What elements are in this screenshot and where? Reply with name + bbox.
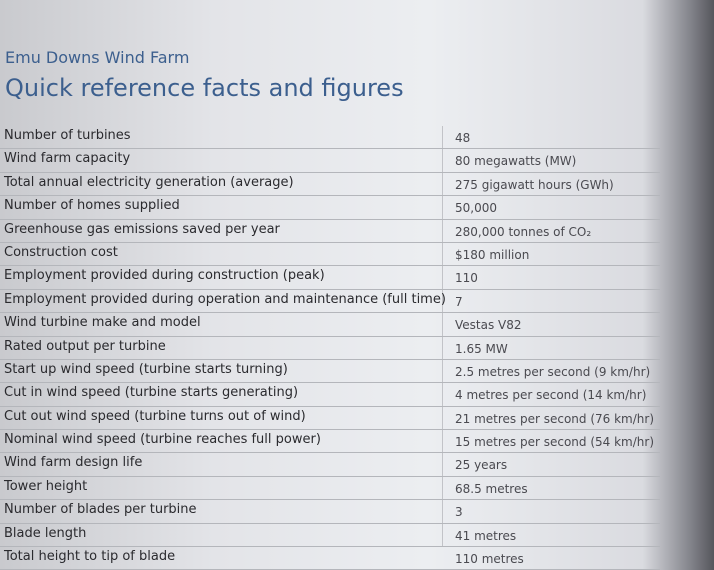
fact-value: 50,000: [455, 201, 497, 216]
table-row: Employment provided during operation and…: [0, 290, 660, 314]
table-row: Cut in wind speed (turbine starts genera…: [0, 383, 660, 407]
fact-label: Total height to tip of blade: [4, 549, 176, 565]
fact-label: Rated output per turbine: [4, 338, 166, 354]
table-row: Construction cost $180 million: [0, 243, 660, 267]
fact-label: Number of turbines: [4, 128, 131, 143]
title: Quick reference facts and figures: [5, 74, 404, 102]
fact-value: 21 metres per second (76 km/hr): [455, 411, 655, 426]
table-row: Wind farm capacity 80 megawatts (MW): [0, 149, 660, 173]
fact-label: Wind turbine make and model: [4, 315, 201, 331]
fact-value: 4 metres per second (14 km/hr): [455, 388, 647, 403]
table-row: Rated output per turbine 1.65 MW: [0, 337, 660, 360]
fact-label: Cut in wind speed (turbine starts genera…: [4, 385, 299, 401]
fact-label: Number of blades per turbine: [4, 502, 197, 518]
fact-value: 280,000 tonnes of CO₂: [455, 224, 592, 239]
fact-label: Start up wind speed (turbine starts turn…: [4, 361, 288, 377]
facts-table: Number of turbines 48 Wind farm capacity 80…: [0, 126, 660, 570]
fact-value: 110 metres: [455, 552, 524, 567]
fact-value: 275 gigawatt hours (GWh): [455, 177, 614, 192]
table-row: Number of homes supplied 50,000: [0, 196, 660, 220]
fact-value: $180 million: [455, 247, 530, 262]
table-row: Total height to tip of blade 110 metres: [0, 547, 660, 570]
fact-label: Employment provided during construction …: [4, 268, 325, 284]
fact-label: Greenhouse gas emissions saved per year: [4, 221, 280, 237]
fact-value: 7: [455, 294, 463, 309]
fact-value: 80 megawatts (MW): [455, 154, 577, 169]
fact-label: Blade length: [4, 525, 87, 541]
table-row: Nominal wind speed (turbine reaches full…: [0, 430, 660, 454]
fact-value: 3: [455, 505, 463, 520]
table-row: Total annual electricity generation (ave…: [0, 173, 660, 197]
fact-label: Wind farm design life: [4, 455, 143, 471]
fact-value: 1.65 MW: [455, 341, 508, 356]
table-row: Wind farm design life 25 years: [0, 453, 660, 477]
table-row: Cut out wind speed (turbine turns out of…: [0, 407, 660, 431]
fact-value: Vestas V82: [455, 318, 522, 333]
fact-label: Nominal wind speed (turbine reaches full…: [4, 432, 321, 448]
table-row: Blade length 41 metres: [0, 524, 660, 548]
fact-value: 15 metres per second (54 km/hr): [455, 435, 655, 450]
fact-label: Number of homes supplied: [4, 198, 180, 214]
fact-label: Employment provided during operation and…: [4, 291, 446, 307]
table-row: Employment provided during construction …: [0, 266, 660, 290]
table-row: Tower height 68.5 metres: [0, 477, 660, 501]
table-row: Wind turbine make and model Vestas V82: [0, 313, 660, 337]
fact-value: 68.5 metres: [455, 481, 528, 496]
table-row: Start up wind speed (turbine starts turn…: [0, 360, 660, 384]
fact-value: 25 years: [455, 458, 508, 473]
subtitle: Emu Downs Wind Farm: [5, 48, 190, 67]
fact-label: Cut out wind speed (turbine turns out of…: [4, 408, 306, 424]
fact-label: Wind farm capacity: [4, 151, 131, 167]
fact-value: 110: [455, 271, 478, 286]
fact-label: Total annual electricity generation (ave…: [4, 174, 294, 190]
fact-value: 2.5 metres per second (9 km/hr): [455, 364, 651, 379]
fact-label: Tower height: [4, 478, 88, 494]
table-row: Number of blades per turbine 3: [0, 500, 660, 524]
table-row: Number of turbines 48: [0, 126, 660, 150]
fact-label: Construction cost: [4, 244, 118, 260]
fact-value: 48: [455, 131, 471, 145]
table-row: Greenhouse gas emissions saved per year 2…: [0, 220, 660, 243]
